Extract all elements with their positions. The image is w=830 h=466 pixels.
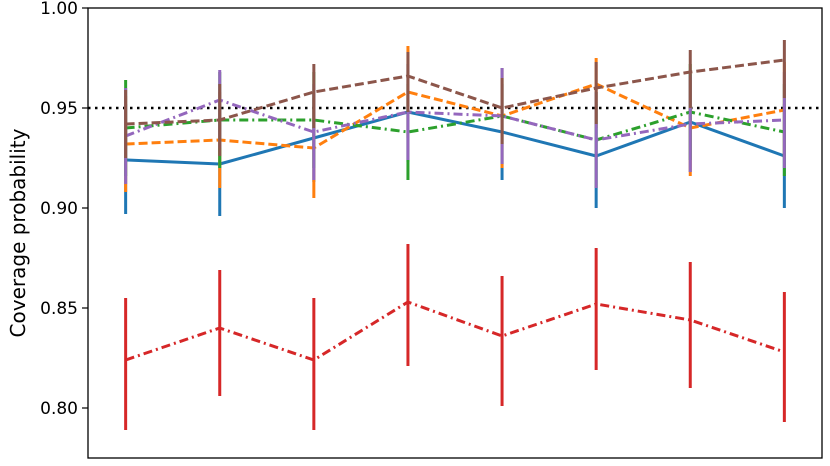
y-axis-ticks: 0.80 0.85 0.90 0.95 1.00 (40, 0, 88, 419)
y-axis-label: Coverage probability (6, 128, 30, 337)
y-tick-label: 0.90 (40, 199, 78, 219)
series-4 (124, 64, 786, 188)
series-layer (124, 40, 786, 430)
series-line (125, 98, 785, 142)
series-3 (124, 244, 786, 430)
series-line (125, 58, 785, 126)
series-line (125, 110, 785, 166)
series-line (125, 82, 785, 150)
series-line (125, 300, 785, 362)
plot-frame (87, 7, 823, 459)
y-tick-label: 0.85 (40, 299, 78, 319)
series-5 (124, 40, 786, 158)
y-tick-label: 0.80 (40, 399, 78, 419)
series-line (125, 110, 785, 142)
y-tick-label: 1.00 (40, 0, 78, 19)
y-tick-label: 0.95 (40, 99, 78, 119)
